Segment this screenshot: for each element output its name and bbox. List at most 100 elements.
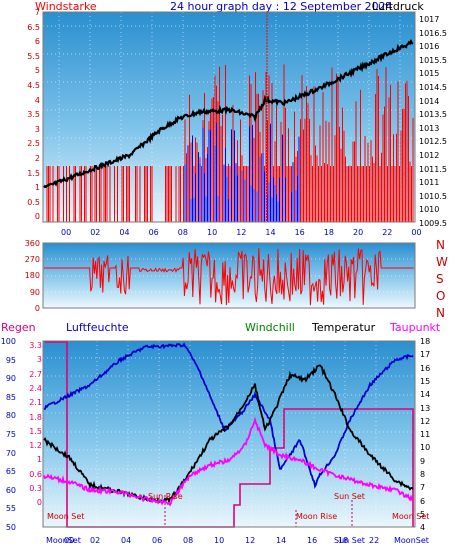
rain-tick: 1.8 <box>29 412 42 422</box>
pressure-tick: 1012.5 <box>419 137 447 147</box>
hour-label: 16 <box>294 228 305 237</box>
humidity-tick: 60 <box>5 485 16 495</box>
wind-speed-tick: 6.5 <box>27 22 40 32</box>
temperature-tick: 6 <box>420 496 426 506</box>
bottom-hour-label: Sun Set <box>334 536 365 545</box>
humidity-tick: 100 <box>0 337 16 346</box>
wind-gust-bars <box>46 64 414 222</box>
bottom-hour-label: 02 <box>90 536 101 545</box>
hour-label: 14 <box>265 228 276 237</box>
rain-tick: 1 <box>36 455 42 465</box>
humidity-tick: 55 <box>5 504 16 514</box>
rain-tick: 2.4 <box>29 383 42 393</box>
pressure-line <box>43 38 414 189</box>
rain-tick: 0.6 <box>29 469 42 479</box>
hour-label: 02 <box>90 228 101 237</box>
bottom-hour-label: 14 <box>276 536 287 545</box>
hour-label: 18 <box>323 228 334 237</box>
humidity-tick: 95 <box>5 355 16 365</box>
rain-tick: 1.2 <box>29 441 42 451</box>
bottom-hour-label: MoonSet <box>394 536 429 545</box>
humidity-tick: 80 <box>5 411 16 421</box>
temperature-legend-label: Temperatur <box>312 321 376 334</box>
rain-tick: 3 <box>36 355 42 365</box>
pressure-tick: 1011.5 <box>419 164 447 174</box>
temperature-tick: 18 <box>420 337 431 346</box>
pressure-tick: 1012 <box>419 151 440 160</box>
hour-label: 22 <box>382 228 393 237</box>
temperature-tick: 4 <box>420 523 426 533</box>
wind-speed-title: Windstarke <box>35 0 97 13</box>
pressure-tick: 1010.5 <box>419 191 447 201</box>
pressure-tick: 1014.5 <box>419 83 447 92</box>
wind-direction-tick: 270 <box>24 255 40 265</box>
wind-speed-tick: 4 <box>34 95 40 105</box>
hour-label: 12 <box>236 228 247 237</box>
compass-letter: N <box>436 238 445 252</box>
wind-speed-tick: 6 <box>34 37 40 47</box>
moon-set-label-right: Moon Set <box>392 512 430 521</box>
sun-set-label: Sun Set <box>334 492 365 501</box>
rain-tick: 3.3 <box>29 341 42 350</box>
bottom-hour-label: 04 <box>121 536 132 545</box>
pressure-tick: 1013 <box>419 123 440 133</box>
pressure-tick: 1013.5 <box>419 110 447 120</box>
pressure-tick: 1016.5 <box>419 28 447 38</box>
windchill-legend-label: Windchill <box>245 321 295 334</box>
rain-tick: 2.1 <box>29 398 42 408</box>
humidity-tick: 65 <box>5 467 16 477</box>
pressure-tick: 1015 <box>419 69 440 79</box>
compass-letter: O <box>436 289 446 303</box>
humidity-tick: 85 <box>5 392 16 402</box>
wind-direction-tick: 360 <box>24 239 40 248</box>
temperature-tick: 7 <box>420 483 426 493</box>
hour-label: 06 <box>148 228 159 237</box>
dewpoint-legend-label: Taupunkt <box>390 321 441 334</box>
humidity-tick: 75 <box>5 430 16 439</box>
humidity-tick: 90 <box>5 374 16 384</box>
wind-speed-tick: 2.5 <box>27 139 40 149</box>
wind-speed-tick: 0.5 <box>27 197 40 207</box>
wind-speed-tick: 0 <box>34 212 40 222</box>
wind-speed-tick: 1 <box>34 183 40 193</box>
temperature-tick: 13 <box>420 403 431 413</box>
bottom-hour-label: 18 <box>338 536 349 545</box>
wind-direction-line <box>44 248 414 306</box>
wind-speed-tick: 7 <box>34 8 40 17</box>
wind-speed-tick: 3 <box>34 124 40 134</box>
temperature-tick: 12 <box>420 416 431 426</box>
moon-set-label-left: Moon Set <box>47 512 85 521</box>
temperature-tick: 5 <box>420 509 426 519</box>
humidity-tick: 50 <box>5 523 16 532</box>
dewpoint-line <box>43 416 414 507</box>
pressure-tick: 1014 <box>419 96 440 106</box>
sun-rise-label: Sun Rise <box>148 492 183 501</box>
rain-tick: 0 <box>36 498 42 508</box>
wind-direction-tick: 0 <box>34 303 40 313</box>
compass-letter: W <box>436 255 448 269</box>
pressure-tick: 1009.5 <box>419 219 447 228</box>
temperature-tick: 11 <box>420 430 431 440</box>
bottom-hour-label: 06 <box>152 536 163 545</box>
wind-speed-tick: 4.5 <box>27 81 40 90</box>
humidity-legend-label: Luftfeuchte <box>66 321 129 334</box>
temperature-tick: 8 <box>420 470 426 479</box>
hour-label: 00 <box>61 228 72 237</box>
wind-speed-tick: 5.5 <box>27 51 40 61</box>
pressure-tick: 1016 <box>419 42 440 52</box>
pressure-title: Luftdruck <box>372 0 424 13</box>
rain-tick: 1.5 <box>29 426 42 436</box>
rain-tick: 0.3 <box>29 484 42 493</box>
hour-label: 10 <box>207 228 218 237</box>
pressure-tick: 1011 <box>419 178 440 188</box>
bottom-hour-label: 16 <box>307 536 318 545</box>
bottom-hour-label: 22 <box>369 536 380 545</box>
moon-rise-label: Moon Rise <box>296 512 338 521</box>
temperature-tick: 16 <box>420 363 431 373</box>
wind-direction-tick: 180 <box>24 271 40 281</box>
temperature-line <box>43 364 414 504</box>
compass-letter: S <box>436 272 444 286</box>
compass-letter: N <box>436 306 445 320</box>
rain-tick: 2.7 <box>29 369 42 379</box>
